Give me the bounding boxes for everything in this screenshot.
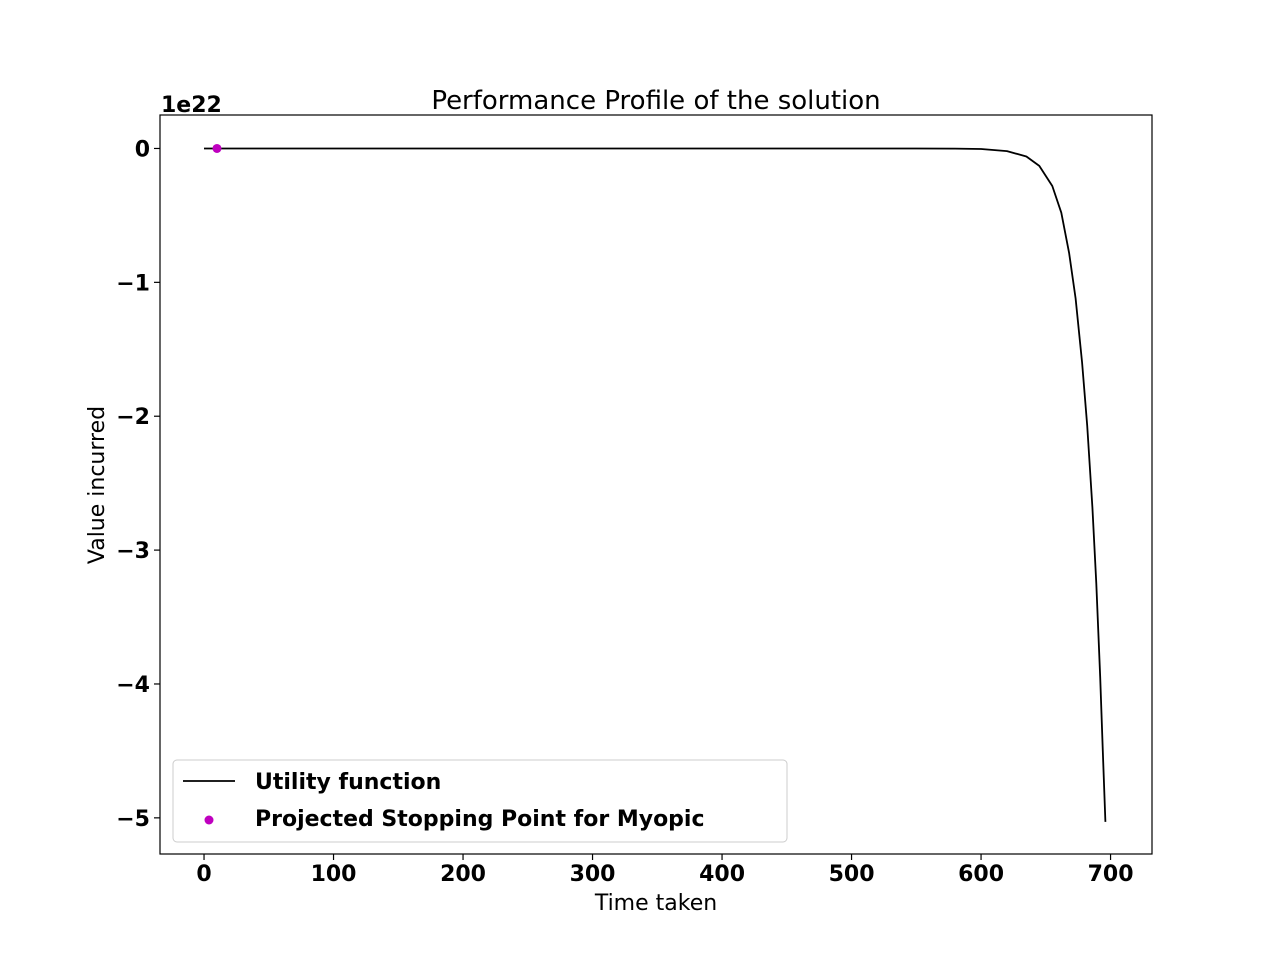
y-tick-label: −5	[116, 807, 150, 832]
y-tick-label: −2	[116, 405, 150, 430]
x-tick-label: 300	[570, 862, 616, 887]
y-tick-label: −1	[116, 271, 150, 296]
x-tick-label: 400	[699, 862, 745, 887]
legend: Utility function Projected Stopping Poin…	[172, 759, 788, 843]
x-tick-label: 0	[196, 862, 211, 887]
y-tick-label: 0	[135, 137, 150, 162]
x-axis: 0 100 200 300 400 500 600 700	[196, 854, 1134, 887]
y-axis: 0 −1 −2 −3 −4 −5	[116, 137, 160, 832]
legend-marker-swatch	[204, 815, 214, 825]
plot-area-frame	[159, 114, 1153, 855]
x-tick-label: 500	[829, 862, 875, 887]
legend-label-utility: Utility function	[255, 770, 441, 795]
legend-box	[172, 759, 788, 843]
y-tick-label: −3	[116, 539, 150, 564]
x-tick-label: 200	[440, 862, 486, 887]
x-tick-label: 600	[958, 862, 1004, 887]
y-tick-label: −4	[116, 673, 150, 698]
y-offset-label: 1e22	[161, 93, 222, 118]
chart-title: Performance Profile of the solution	[431, 86, 880, 116]
x-axis-title: Time taken	[594, 891, 717, 916]
plot-layer	[204, 143, 1107, 822]
scatter-point-myopic-stop	[212, 143, 222, 153]
x-tick-label: 700	[1088, 862, 1134, 887]
series-line-utility-function	[204, 147, 1107, 822]
x-tick-label: 100	[311, 862, 357, 887]
legend-label-myopic: Projected Stopping Point for Myopic	[255, 807, 705, 832]
y-axis-title: Value incurred	[85, 406, 110, 564]
